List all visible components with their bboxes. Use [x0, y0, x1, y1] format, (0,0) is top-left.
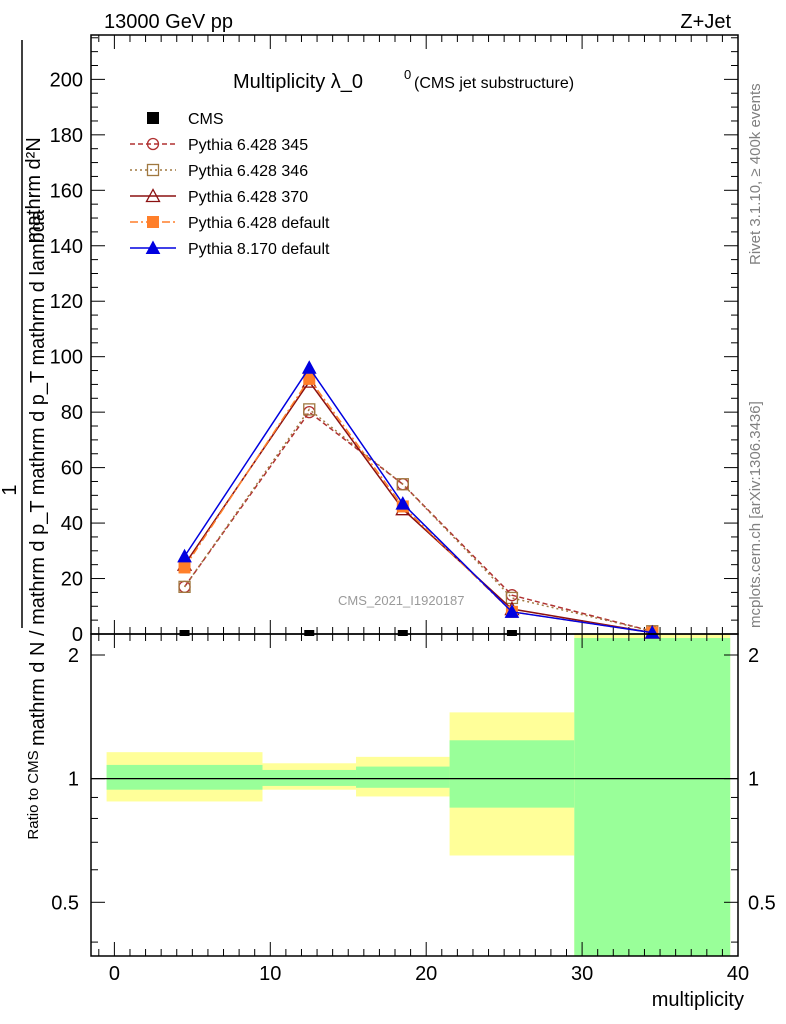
- legend-entry-1: Pythia 6.428 345: [130, 137, 308, 154]
- data-point: [504, 604, 520, 618]
- mcplots-label: mcplots.cern.ch [arXiv:1306.3436]: [747, 401, 764, 628]
- ratio-ytick-label: 0.5: [51, 892, 79, 914]
- legend-entry-0: CMS: [147, 111, 224, 128]
- ratio-ytick-label: 1: [68, 769, 79, 791]
- data-point: [301, 360, 317, 374]
- series-line-2: [183, 408, 653, 632]
- ratio-ytick-label-right: 0.5: [748, 892, 776, 914]
- data-point: [303, 372, 316, 385]
- legend-label: CMS: [188, 111, 224, 128]
- data-point: [397, 630, 408, 636]
- series-5: [177, 360, 660, 639]
- ratio-xtick-label: 40: [727, 963, 749, 985]
- ratio-bands: [91, 634, 738, 956]
- data-point: [179, 630, 190, 636]
- main-ytick-label: 80: [61, 402, 83, 424]
- ratio-frame: [90, 633, 739, 957]
- main-ytick-label: 180: [50, 125, 83, 147]
- data-point: [303, 403, 316, 416]
- ratio-xtick-label: 0: [109, 963, 120, 985]
- title-sup: 0: [404, 67, 411, 82]
- main-ylabel: mathrm d²N 1 mathrm d N / mathrm d p_T m…: [0, 40, 49, 746]
- ratio-axis-ticks: 0 10 20 30 40 0.5 0.5 1 1 2 2: [51, 634, 776, 985]
- main-ytick-label: 40: [61, 513, 83, 535]
- ratio-band-green-0: [106, 764, 263, 790]
- main-ytick-label: 120: [50, 291, 83, 313]
- legend-marker: [147, 112, 159, 124]
- ylabel-one: 1: [0, 484, 21, 495]
- data-point: [304, 630, 315, 636]
- ratio-band-green-4: [574, 638, 731, 956]
- main-title: Multiplicity λ_0 0 (CMS jet substructure…: [233, 67, 574, 93]
- title-main: Multiplicity λ_0: [233, 71, 363, 93]
- legend-marker: [146, 163, 160, 177]
- main-ytick-label: 140: [50, 236, 83, 258]
- title-note: (CMS jet substructure): [414, 75, 574, 92]
- ylabel-denominator: mathrm d N / mathrm d p_T mathrm d p_T m…: [27, 209, 49, 746]
- data-point: [396, 478, 409, 491]
- ratio-ytick-label-right: 1: [748, 769, 759, 791]
- legend-marker: [147, 216, 159, 228]
- analysis-watermark: CMS_2021_I1920187: [338, 593, 465, 608]
- main-ytick-label: 60: [61, 458, 83, 480]
- main-axis-ticks: 0 20 40 60 80 100 120 140 160 180 200: [50, 35, 739, 646]
- data-point: [177, 548, 192, 563]
- xlabel: multiplicity: [652, 989, 744, 1011]
- ylabel-numerator: mathrm d²N: [23, 137, 45, 243]
- ratio-band-green-3: [449, 740, 575, 808]
- legend-label: Pythia 6.428 370: [188, 189, 308, 206]
- ratio-ytick-label-right: 2: [748, 645, 759, 667]
- ratio-ytick-label: 2: [68, 645, 79, 667]
- main-ytick-label: 0: [72, 624, 83, 646]
- header-left: 13000 GeV pp: [104, 11, 233, 33]
- legend-label: Pythia 6.428 345: [188, 137, 308, 154]
- legend: CMS Pythia 6.428 345 Pythia 6.428 346 Pythi…: [130, 111, 330, 258]
- data-point: [644, 625, 660, 639]
- ratio-band-green-2: [356, 766, 450, 788]
- header-right: Z+Jet: [680, 11, 731, 33]
- ratio-band-green-1: [262, 769, 357, 786]
- data-point: [178, 580, 191, 594]
- data-point: [178, 561, 191, 574]
- main-ytick-label: 160: [50, 180, 83, 202]
- main-ytick-label: 20: [61, 569, 83, 591]
- legend-label: Pythia 6.428 346: [188, 163, 308, 180]
- legend-entry-4: Pythia 6.428 default: [130, 215, 330, 232]
- ratio-xtick-label: 30: [571, 963, 593, 985]
- legend-marker: [145, 188, 161, 203]
- ratio-ylabel: Ratio to CMS: [25, 750, 42, 839]
- ratio-xtick-label: 20: [415, 963, 437, 985]
- legend-entry-5: Pythia 8.170 default: [130, 240, 330, 258]
- series-group: [176, 360, 660, 639]
- data-point: [395, 496, 411, 510]
- legend-marker: [146, 137, 160, 151]
- legend-label: Pythia 6.428 default: [188, 215, 330, 232]
- legend-label: Pythia 8.170 default: [188, 241, 330, 258]
- ratio-xtick-label: 10: [259, 963, 281, 985]
- legend-marker: [145, 240, 161, 254]
- main-ytick-label: 200: [50, 69, 83, 91]
- legend-entry-2: Pythia 6.428 346: [130, 163, 308, 180]
- data-point: [506, 630, 517, 636]
- legend-entry-3: Pythia 6.428 370: [130, 188, 308, 206]
- rivet-label: Rivet 3.1.10, ≥ 400k events: [747, 83, 764, 265]
- main-ytick-label: 100: [50, 347, 83, 369]
